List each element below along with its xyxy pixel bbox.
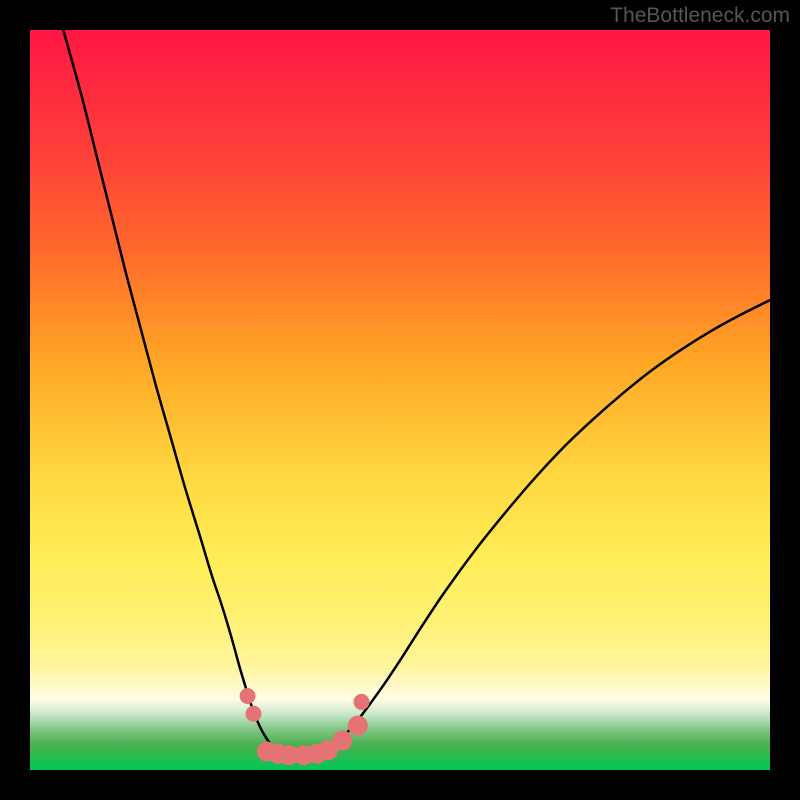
chart-svg [0,0,800,800]
curve-marker [348,716,368,736]
watermark-text: TheBottleneck.com [610,4,790,28]
curve-marker [354,694,370,710]
bottleneck-chart: TheBottleneck.com [0,0,800,800]
curve-marker [332,730,352,750]
curve-marker [245,706,261,722]
curve-marker [240,688,256,704]
